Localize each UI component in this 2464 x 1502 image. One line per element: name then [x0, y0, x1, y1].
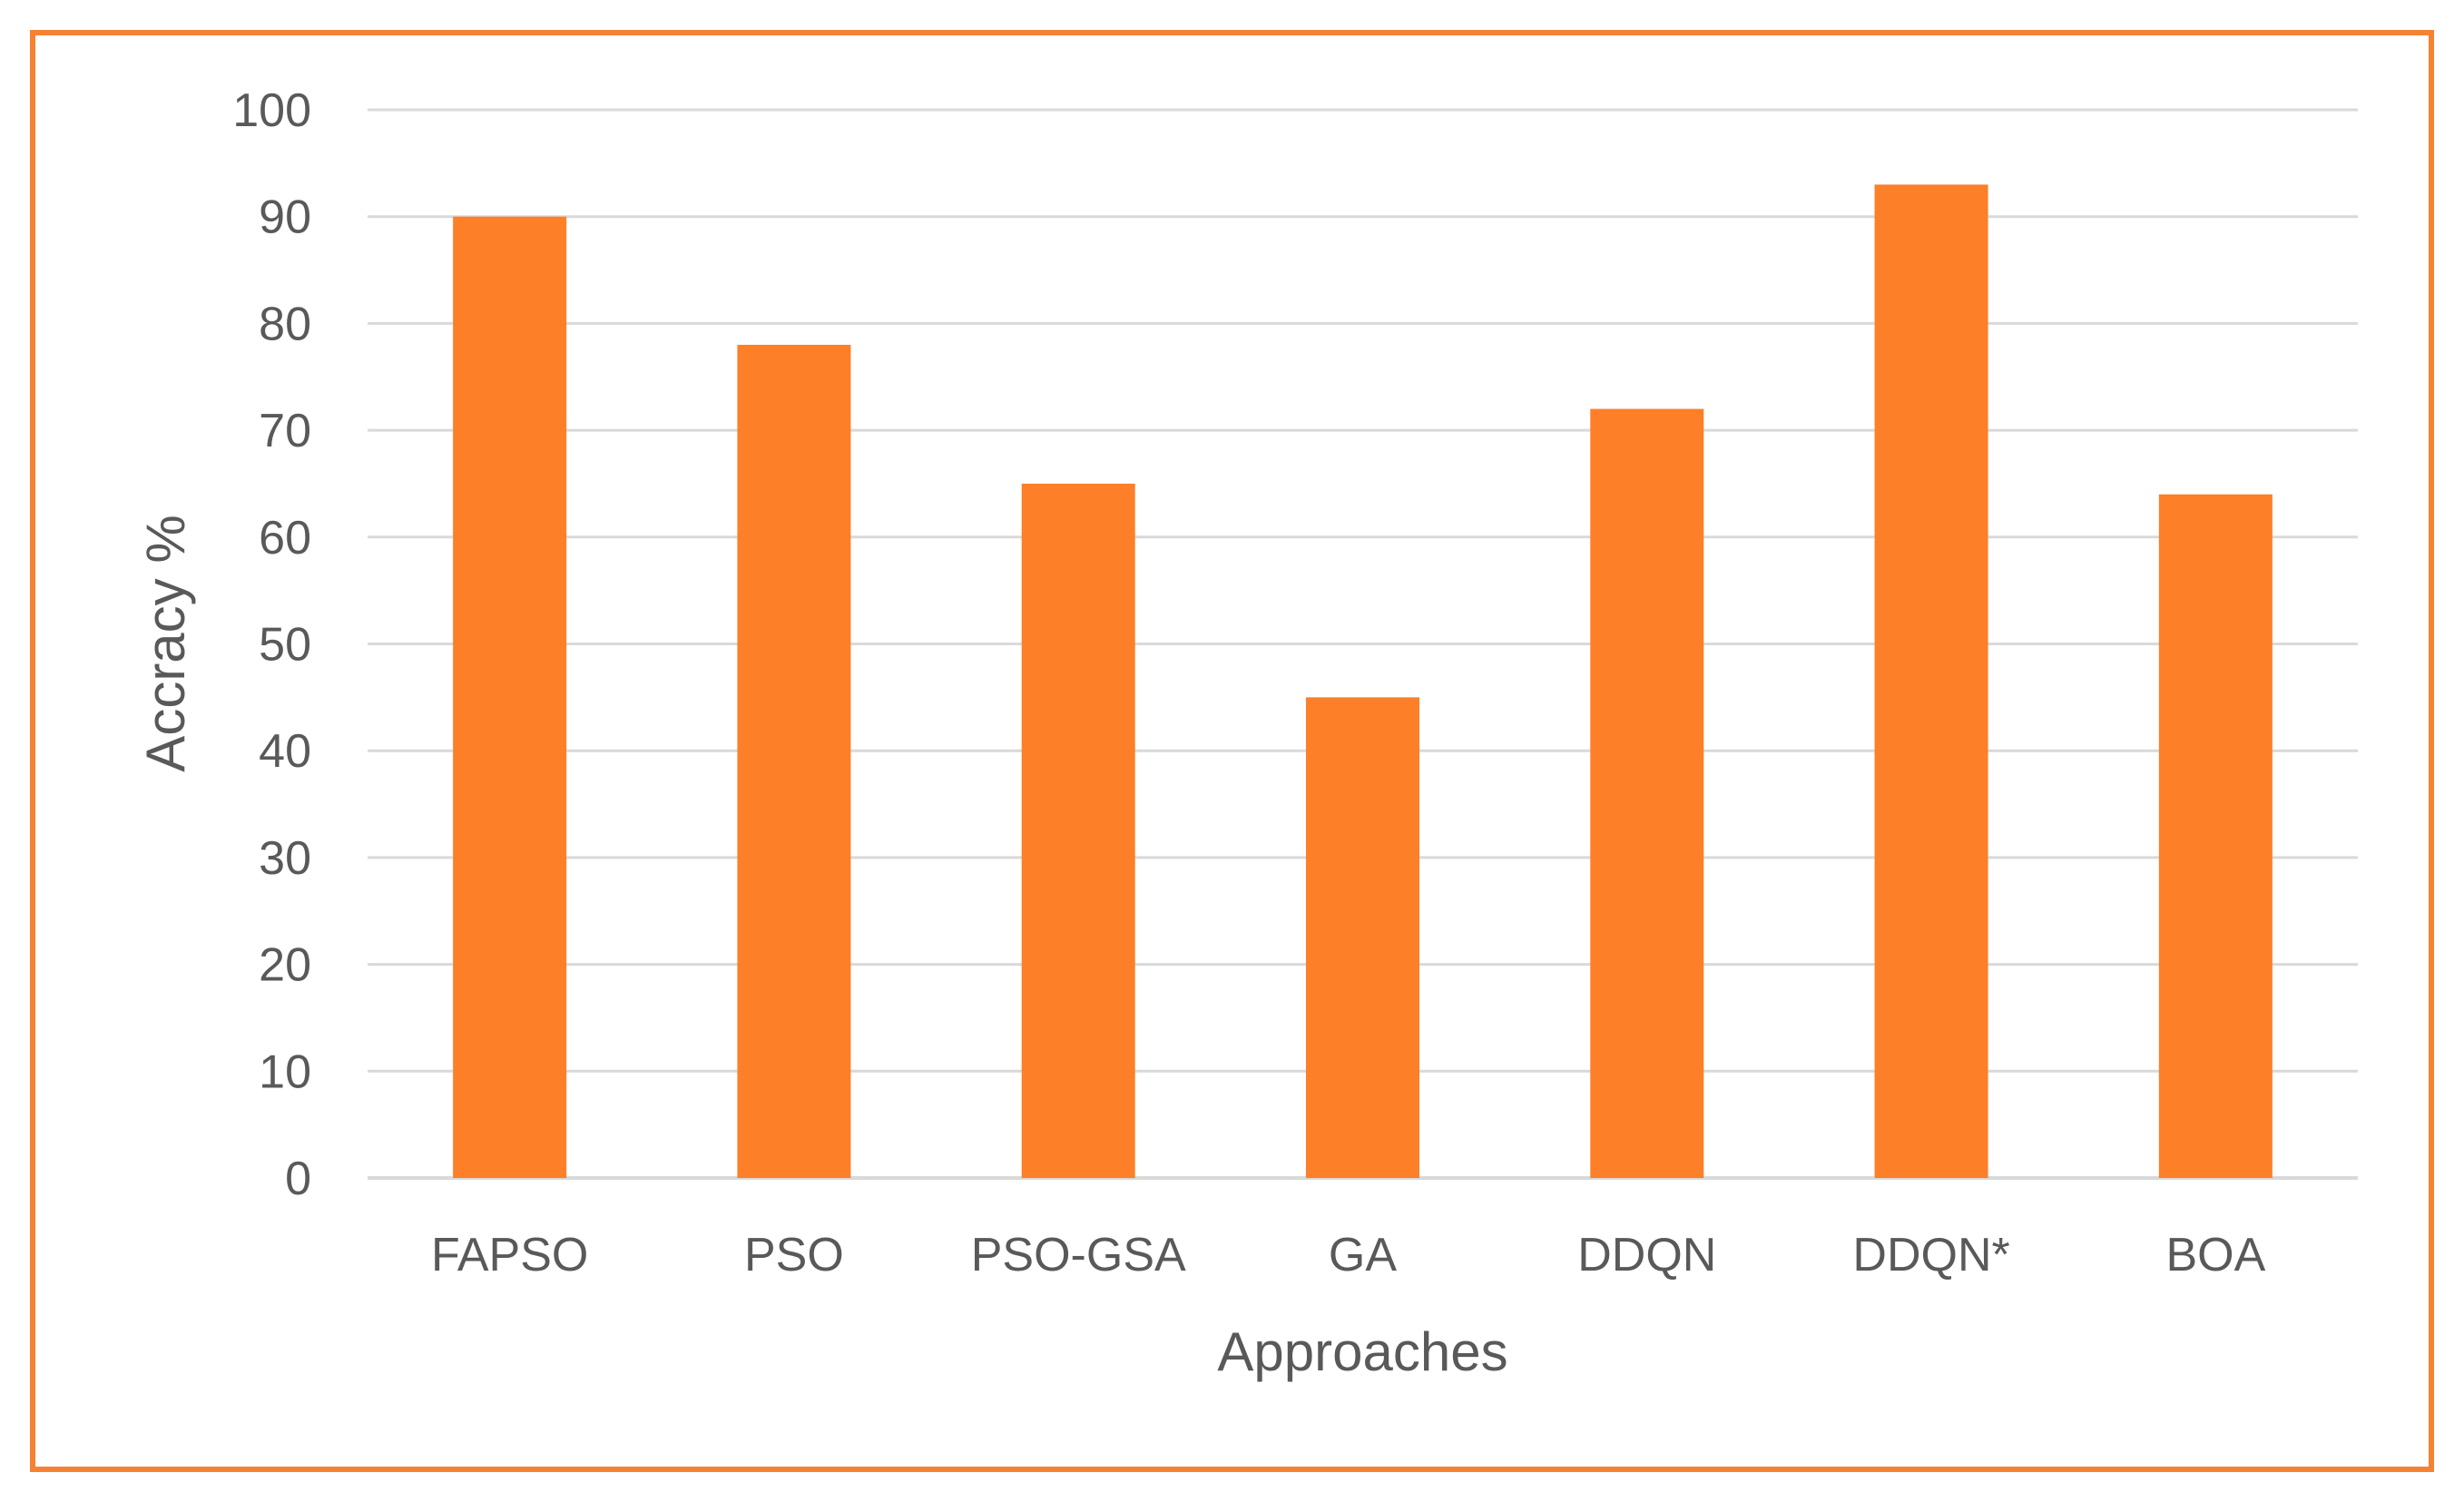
x-tick-label: DDQN [1577, 1229, 1716, 1281]
x-tick-label: PSO [744, 1229, 844, 1281]
y-tick-label: 50 [259, 619, 311, 672]
bar-ddqn-star [1874, 184, 1988, 1178]
y-tick-label: 0 [285, 1153, 311, 1205]
y-tick-label: 40 [259, 725, 311, 778]
y-tick-label: 90 [259, 191, 311, 244]
y-tick-label: 70 [259, 405, 311, 457]
y-axis-ticks: 0 10 20 30 40 50 60 70 80 90 100 [232, 84, 311, 1205]
gridlines [368, 108, 2358, 1180]
x-tick-label: DDQN* [1852, 1229, 2009, 1281]
x-tick-label: BOA [2165, 1229, 2265, 1281]
y-tick-label: 30 [259, 832, 311, 885]
y-tick-label: 80 [259, 298, 311, 350]
x-axis-ticks: FAPSO PSO PSO-GSA GA DDQN DDQN* BOA [431, 1229, 2266, 1281]
y-tick-label: 20 [259, 939, 311, 992]
bar-pso-gsa [1021, 483, 1135, 1178]
x-tick-label: FAPSO [431, 1229, 588, 1281]
x-axis-title: Approaches [1217, 1321, 1507, 1382]
y-tick-label: 10 [259, 1046, 311, 1098]
y-tick-label: 100 [232, 84, 311, 137]
y-axis-title: Accracy % [135, 515, 196, 771]
y-tick-label: 60 [259, 512, 311, 564]
bar-ga [1306, 697, 1419, 1178]
bars [453, 184, 2273, 1179]
bar-pso [737, 344, 851, 1178]
bar-fapso [453, 216, 567, 1179]
bar-boa [2158, 494, 2273, 1178]
bar-ddqn [1590, 408, 1704, 1178]
x-tick-label: PSO-GSA [971, 1229, 1186, 1281]
x-tick-label: GA [1329, 1229, 1397, 1281]
